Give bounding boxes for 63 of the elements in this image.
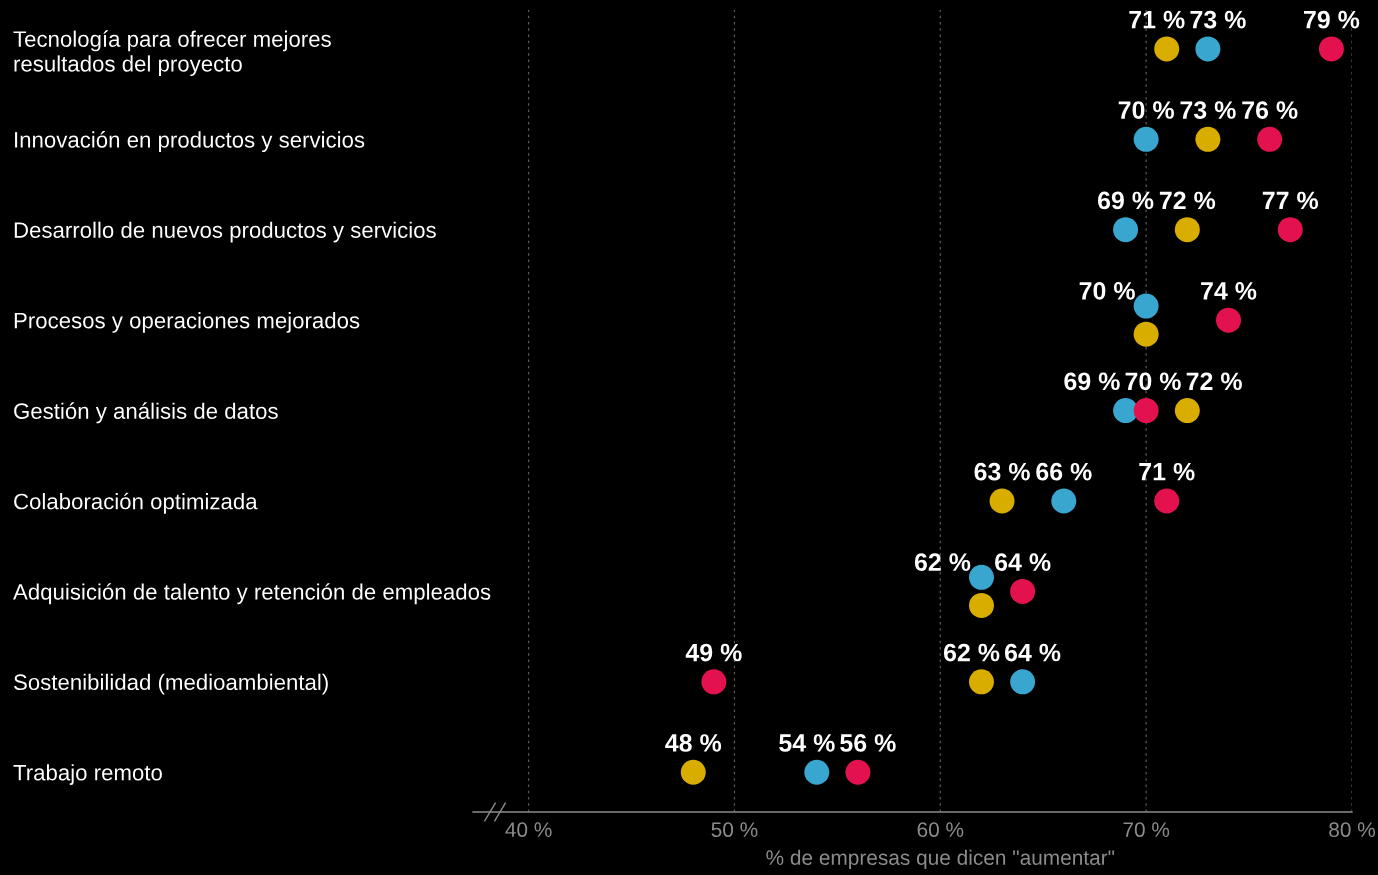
data-label: 73 %: [1180, 101, 1236, 119]
point: [989, 488, 1015, 514]
data-label: 63 %: [974, 462, 1030, 481]
y-tick-label: Procesos y operaciones mejorados: [14, 312, 360, 333]
data-label: 70 %: [1079, 282, 1135, 300]
point: [680, 759, 706, 785]
x-tick-label: 50 %: [711, 822, 758, 838]
point: [1277, 217, 1303, 243]
data-label: 72 %: [1186, 372, 1242, 391]
y-tick-label: Innovación en productos y servicios: [15, 131, 365, 153]
data-label: 79 %: [1304, 10, 1360, 29]
data-label: 72 %: [1159, 191, 1216, 210]
y-tick-label: Trabajo remoto: [13, 764, 162, 785]
x-tick-label: 70 %: [1123, 822, 1170, 838]
data-label: 48 %: [665, 734, 722, 752]
point: [1215, 307, 1241, 333]
y-tick-label: Sostenibilidad (medioambiental): [14, 673, 328, 695]
data-label: 76 %: [1242, 101, 1298, 119]
x-tick-label: 80 %: [1329, 822, 1375, 838]
data-label: 64 %: [1004, 643, 1061, 662]
point: [804, 759, 830, 785]
data-label: 70 %: [1125, 372, 1181, 391]
x-tick-label: 60 %: [917, 822, 964, 838]
point: [1174, 398, 1200, 424]
y-tick-label: Desarrollo de nuevos productos y servicios: [14, 221, 436, 243]
data-label: 70 %: [1118, 101, 1174, 119]
point: [1010, 578, 1036, 604]
point: [1133, 398, 1159, 424]
data-label: 54 %: [779, 734, 835, 752]
point: [1154, 488, 1180, 514]
point: [1113, 217, 1139, 243]
point: [1257, 126, 1283, 152]
data-label: 71 %: [1129, 10, 1185, 29]
point: [701, 669, 727, 695]
data-label: 69 %: [1064, 372, 1120, 391]
y-tick-label: Colaboración optimizada: [14, 492, 258, 514]
data-label: 73 %: [1190, 10, 1246, 29]
point: [1113, 398, 1139, 424]
data-label: 62 %: [943, 643, 1000, 662]
data-label: 49 %: [685, 643, 742, 662]
y-tick-label: Adquisición de talento y retención de empleados: [13, 583, 491, 605]
data-label: 56 %: [840, 734, 896, 752]
point: [1195, 126, 1221, 152]
x-axis-title: % de empresas que dicen "aumentar": [766, 849, 1115, 870]
point: [968, 669, 994, 695]
y-tick-label: Gestión y análisis de datos: [14, 402, 278, 424]
point: [1154, 36, 1180, 62]
x-tick-label: 40 %: [505, 822, 552, 838]
data-label: 74 %: [1201, 282, 1257, 300]
data-label: 69 %: [1097, 191, 1154, 210]
data-label: 66 %: [1036, 462, 1092, 481]
point: [1174, 217, 1200, 243]
point: [1133, 126, 1159, 152]
data-label: 62 %: [914, 553, 971, 571]
point: [1010, 669, 1036, 695]
point: [1195, 36, 1221, 62]
data-label: 71 %: [1139, 462, 1195, 481]
point: [1051, 488, 1077, 514]
data-label: 77 %: [1262, 191, 1319, 210]
data-label: 64 %: [995, 553, 1051, 571]
point: [1318, 36, 1344, 62]
point: [845, 759, 871, 785]
y-tick-label: Tecnología para ofrecer mejores resultados del proyecto: [13, 30, 331, 77]
